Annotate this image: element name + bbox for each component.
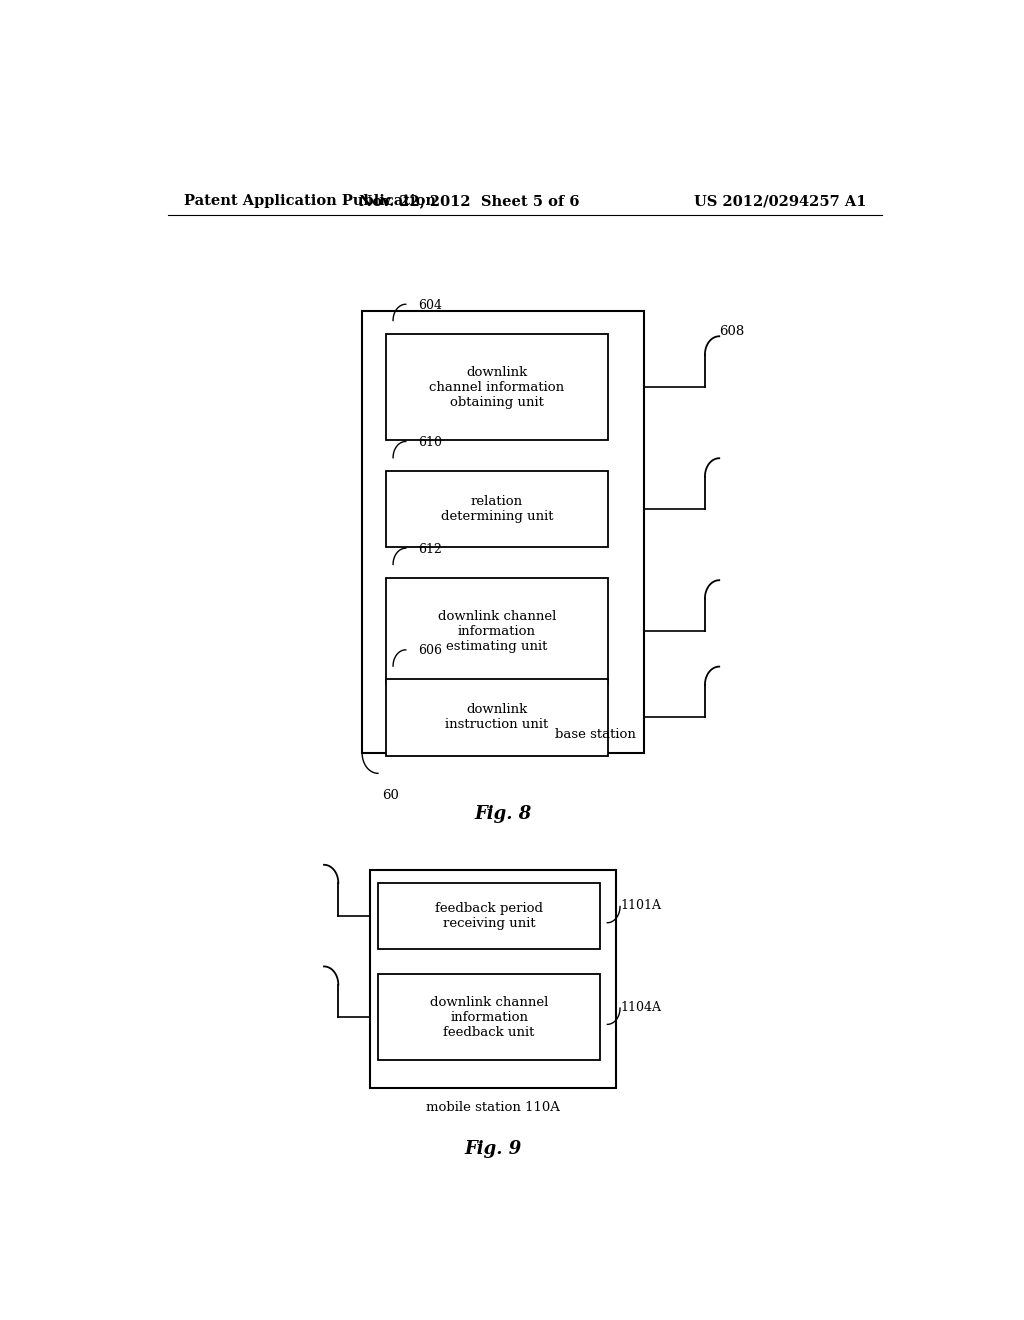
Text: base station: base station <box>555 727 636 741</box>
Bar <box>370 870 616 1089</box>
Bar <box>386 578 608 684</box>
Text: downlink
instruction unit: downlink instruction unit <box>445 704 549 731</box>
Text: 612: 612 <box>418 543 441 556</box>
Text: downlink channel
information
estimating unit: downlink channel information estimating … <box>438 610 556 652</box>
Bar <box>378 883 600 949</box>
Text: 1104A: 1104A <box>620 1001 662 1014</box>
Bar <box>378 974 600 1060</box>
Bar <box>362 312 644 752</box>
Text: feedback period
receiving unit: feedback period receiving unit <box>435 902 543 929</box>
Bar <box>386 471 608 548</box>
Text: 60: 60 <box>382 788 398 801</box>
Text: 610: 610 <box>418 436 441 449</box>
Text: mobile station 110A: mobile station 110A <box>426 1101 560 1114</box>
Text: Fig. 8: Fig. 8 <box>474 805 531 822</box>
Text: 608: 608 <box>719 325 744 338</box>
Text: 606: 606 <box>418 644 441 657</box>
Bar <box>386 334 608 441</box>
Text: 604: 604 <box>418 298 441 312</box>
Text: Fig. 9: Fig. 9 <box>465 1140 521 1159</box>
Bar <box>386 680 608 755</box>
Text: downlink channel
information
feedback unit: downlink channel information feedback un… <box>430 995 548 1039</box>
Text: relation
determining unit: relation determining unit <box>440 495 553 523</box>
Text: 1101A: 1101A <box>620 899 662 912</box>
Text: downlink
channel information
obtaining unit: downlink channel information obtaining u… <box>429 366 564 409</box>
Text: US 2012/0294257 A1: US 2012/0294257 A1 <box>693 194 866 209</box>
Text: Patent Application Publication: Patent Application Publication <box>183 194 435 209</box>
Text: Nov. 22, 2012  Sheet 5 of 6: Nov. 22, 2012 Sheet 5 of 6 <box>359 194 580 209</box>
